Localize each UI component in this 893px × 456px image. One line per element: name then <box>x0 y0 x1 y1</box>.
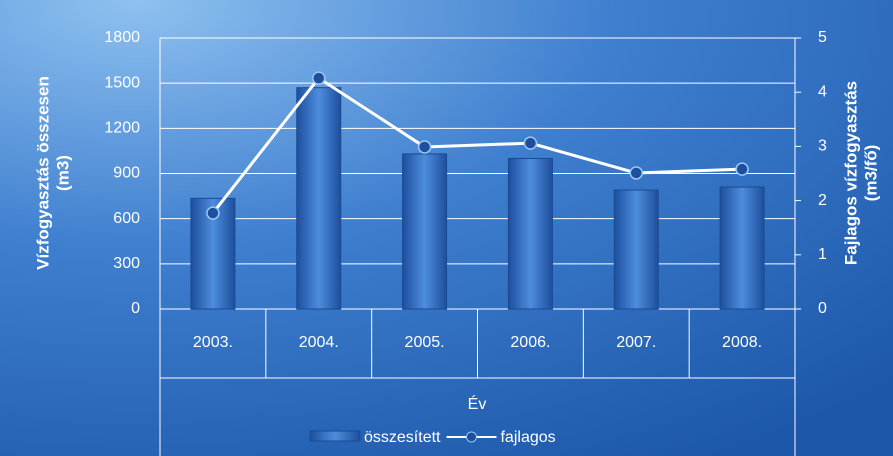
x-tick-label: 2005. <box>405 334 445 351</box>
x-tick-label: 2008. <box>722 334 762 351</box>
bar <box>613 189 659 310</box>
point <box>417 140 432 154</box>
y-tick-label: 300 <box>113 255 140 272</box>
y-tick-label: 0 <box>131 300 140 317</box>
line <box>211 76 743 214</box>
y2-tick-label: 4 <box>818 83 827 100</box>
y2-tick-label: 2 <box>818 192 827 209</box>
bar <box>719 186 765 310</box>
y2-tick-label: 5 <box>818 29 827 46</box>
x-tick-label: 2003. <box>193 334 233 351</box>
legend-label: fajlagos <box>500 429 555 446</box>
point <box>206 206 220 220</box>
point <box>523 136 538 150</box>
x-tick-label: 2004. <box>299 334 339 351</box>
y-tick-label: 1800 <box>104 29 140 46</box>
bar <box>402 153 448 310</box>
y-tick-label: 1200 <box>104 120 140 137</box>
legend-label: összesített <box>364 429 441 446</box>
point <box>312 71 326 85</box>
y2-axis-title: (m3/fő) <box>861 145 880 202</box>
x-tick-label: 2007. <box>616 334 656 351</box>
x-axis-title: Év <box>468 394 487 413</box>
y-tick-label: 600 <box>113 210 140 227</box>
y-tick-label: 900 <box>113 165 140 182</box>
y2-axis-title: Fajlagos vízfogyasztás <box>841 81 860 265</box>
point <box>735 162 749 176</box>
point <box>629 166 643 180</box>
y2-tick-label: 0 <box>818 300 827 317</box>
y-axis-title: Vízfogyasztás összesen <box>33 76 52 270</box>
x-tick-label: 2006. <box>510 334 550 351</box>
bar <box>507 157 553 310</box>
y-axis-title: (m3) <box>53 155 72 191</box>
y2-tick-label: 3 <box>818 138 827 155</box>
bar <box>296 87 342 310</box>
y2-tick-label: 1 <box>818 246 827 263</box>
y-tick-label: 1500 <box>104 74 140 91</box>
legend-swatch <box>309 430 361 442</box>
legend-swatch <box>465 431 477 443</box>
